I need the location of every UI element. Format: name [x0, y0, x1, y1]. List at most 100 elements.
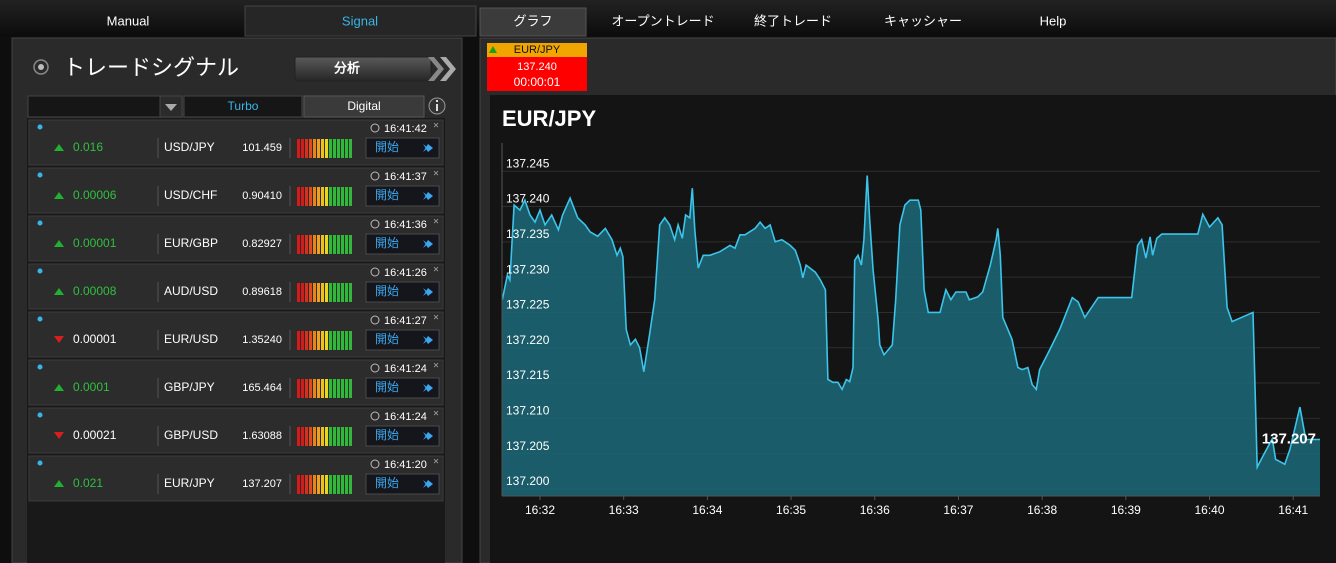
nav-tab[interactable]: オープントレード: [611, 13, 714, 28]
close-icon[interactable]: ×: [433, 169, 439, 180]
panel-title: トレードシグナル: [63, 55, 239, 80]
arrow-down: [54, 336, 64, 343]
start-label[interactable]: 開始: [375, 380, 399, 394]
turbo-tab[interactable]: [183, 95, 303, 118]
start-label[interactable]: 開始: [375, 428, 399, 442]
meter-bar: [313, 475, 316, 494]
start-label[interactable]: 開始: [375, 332, 399, 346]
close-icon[interactable]: ×: [433, 217, 439, 228]
clock-icon: [370, 171, 380, 181]
ticker-arrow: [489, 46, 497, 53]
meter-bar: [337, 139, 340, 158]
ticker-price: 137.240: [517, 61, 557, 73]
meter-bar: [301, 139, 304, 158]
start-button[interactable]: [365, 281, 440, 303]
meter-bar: [325, 139, 328, 158]
start-button[interactable]: [365, 185, 440, 207]
meter-bar: [337, 187, 340, 206]
signal-pair: EUR/USD: [164, 332, 218, 346]
signal-price: 0.90410: [242, 190, 282, 202]
meter-bar: [305, 187, 308, 206]
meter-bar: [301, 379, 304, 398]
meter-bar: [341, 331, 344, 350]
start-button[interactable]: [365, 137, 440, 159]
start-label[interactable]: 開始: [375, 476, 399, 490]
meter-bar: [301, 235, 304, 254]
analyze-button[interactable]: [294, 56, 432, 82]
ticker-body: [487, 57, 587, 91]
signal-pair: USD/JPY: [164, 140, 215, 154]
radio[interactable]: [33, 59, 49, 75]
close-icon[interactable]: ×: [433, 457, 439, 468]
meter-bar: [301, 187, 304, 206]
start-button[interactable]: [365, 377, 440, 399]
meter-bar: [329, 235, 332, 254]
clock-icon: [370, 219, 380, 229]
y-tick-label: 137.205: [506, 439, 550, 453]
start-button[interactable]: [365, 329, 440, 351]
close-icon[interactable]: ×: [433, 313, 439, 324]
tab-label[interactable]: Digital: [347, 99, 380, 113]
meter-bar: [325, 283, 328, 302]
meter-bar: [297, 475, 300, 494]
start-label[interactable]: 開始: [375, 140, 399, 154]
meter-bar: [317, 139, 320, 158]
meter-bar: [305, 235, 308, 254]
meter-bar: [305, 331, 308, 350]
close-icon[interactable]: ×: [433, 361, 439, 372]
nav-tab[interactable]: Signal: [342, 13, 378, 28]
status-dot: [37, 268, 43, 274]
last-price-label: 137.207: [1262, 430, 1316, 447]
filter-box[interactable]: [27, 95, 161, 118]
start-label[interactable]: 開始: [375, 236, 399, 250]
status-dot: [37, 412, 43, 418]
y-tick-label: 137.235: [506, 227, 550, 241]
meter-bar: [349, 283, 352, 302]
meter-bar: [329, 283, 332, 302]
tab-label[interactable]: Turbo: [228, 99, 259, 113]
signal-time: 16:41:20: [384, 459, 427, 471]
signal-change: 0.021: [73, 476, 103, 490]
start-arrow: [423, 288, 433, 296]
signal-time: 16:41:36: [384, 219, 427, 231]
meter-bar: [301, 331, 304, 350]
nav-tab[interactable]: 終了トレード: [754, 13, 832, 28]
start-button[interactable]: [365, 233, 440, 255]
status-dot: [37, 316, 43, 322]
meter-bar: [313, 283, 316, 302]
start-label[interactable]: 開始: [375, 284, 399, 298]
start-arrow: [423, 384, 433, 392]
start-button[interactable]: [365, 425, 440, 447]
signal-pair: GBP/USD: [164, 428, 218, 442]
nav-tab[interactable]: Help: [1040, 13, 1067, 28]
start-button[interactable]: [365, 473, 440, 495]
close-icon[interactable]: ×: [433, 265, 439, 276]
status-dot: [37, 220, 43, 226]
nav-tab[interactable]: グラフ: [513, 13, 552, 28]
meter-bar: [313, 187, 316, 206]
signal-time: 16:41:42: [384, 123, 427, 135]
ticker-timer: 00:00:01: [514, 75, 561, 89]
meter-bar: [309, 427, 312, 446]
y-tick-label: 137.225: [506, 298, 550, 312]
signal-price: 1.63088: [242, 430, 282, 442]
meter-bar: [329, 139, 332, 158]
x-tick-label: 16:32: [525, 503, 555, 517]
nav-tab[interactable]: キャッシャー: [884, 13, 962, 28]
meter-bar: [345, 475, 348, 494]
clock-icon: [370, 123, 380, 133]
meter-bar: [321, 475, 324, 494]
meter-bar: [337, 379, 340, 398]
analyze-label[interactable]: 分析: [334, 60, 360, 75]
nav-tab[interactable]: Manual: [107, 13, 150, 28]
digital-tab[interactable]: [303, 95, 425, 118]
start-label[interactable]: 開始: [375, 188, 399, 202]
close-icon[interactable]: ×: [433, 121, 439, 132]
signal-time: 16:41:26: [384, 267, 427, 279]
meter-bar: [297, 187, 300, 206]
y-tick-label: 137.215: [506, 368, 550, 382]
close-icon[interactable]: ×: [433, 409, 439, 420]
signal-price: 1.35240: [242, 334, 282, 346]
meter-bar: [337, 427, 340, 446]
